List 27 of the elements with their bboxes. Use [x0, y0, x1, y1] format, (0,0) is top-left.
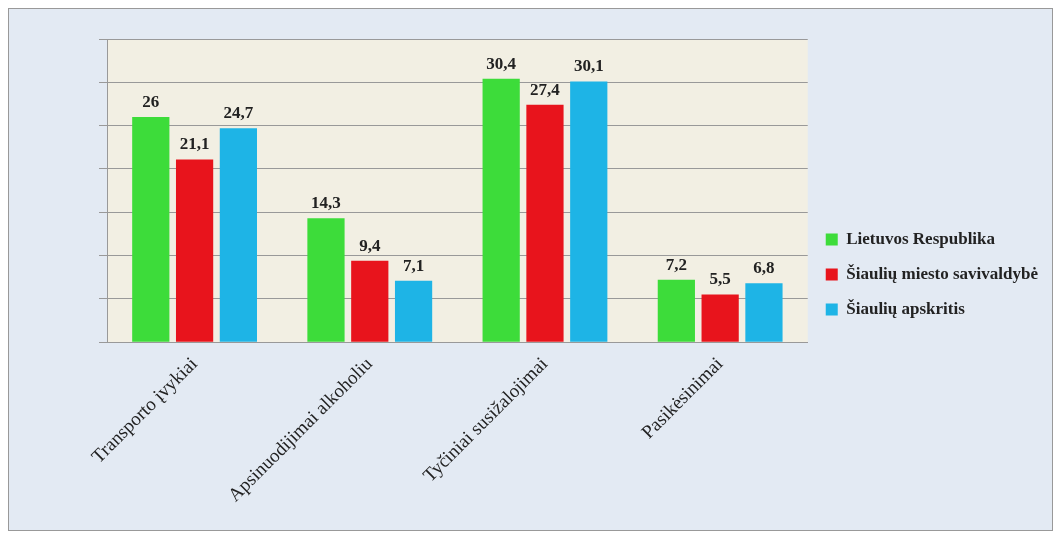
bar — [394, 280, 433, 342]
bar — [745, 283, 783, 342]
bar — [175, 159, 214, 342]
data-label: 24,7 — [223, 103, 254, 123]
data-label: 26 — [142, 91, 160, 111]
bar — [701, 294, 739, 342]
data-label: 9,4 — [359, 235, 381, 255]
data-label: 6,8 — [753, 258, 775, 278]
bar — [307, 218, 345, 342]
legend-label: Šiaulių apskritis — [846, 298, 966, 318]
legend-label: Šiaulių miesto savivaldybė — [846, 263, 1039, 283]
data-label: 21,1 — [179, 134, 210, 154]
bar — [132, 116, 170, 342]
bar — [526, 104, 564, 342]
data-label: 27,4 — [530, 79, 561, 99]
data-label: 30,4 — [486, 53, 517, 73]
bar — [351, 260, 389, 342]
data-label: 14,3 — [311, 193, 341, 213]
legend-label: Lietuvos Respublika — [846, 228, 996, 248]
bar — [570, 81, 608, 342]
bar — [219, 128, 257, 342]
data-label: 5,5 — [709, 269, 731, 289]
data-label: 30,1 — [573, 56, 604, 76]
data-label: 7,1 — [402, 255, 425, 275]
bar — [657, 279, 695, 342]
data-label: 7,2 — [665, 254, 687, 274]
bar — [482, 78, 520, 342]
